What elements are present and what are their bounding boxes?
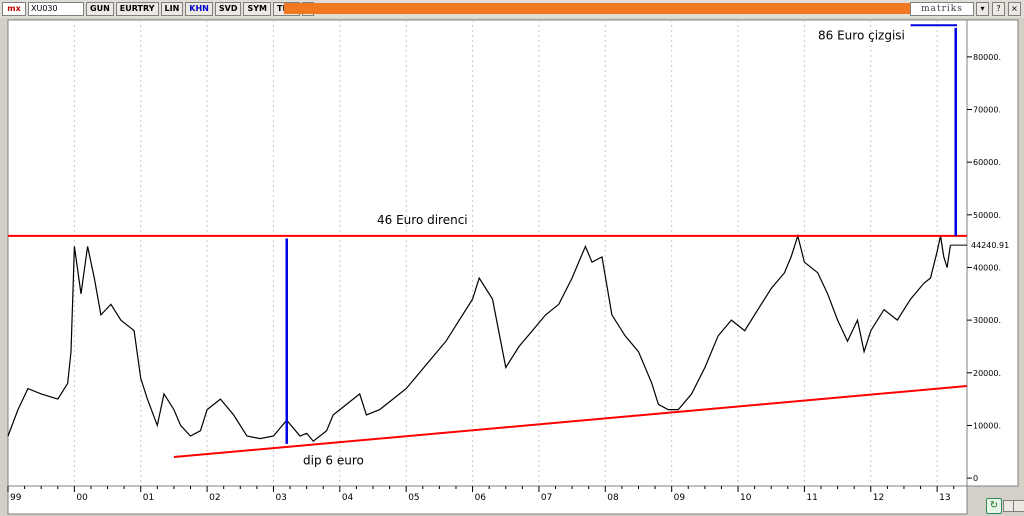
- x-tick-label: 07: [541, 493, 552, 503]
- y-tick-label: 70000.: [973, 106, 1001, 115]
- y-tick-label: 0: [973, 474, 978, 483]
- scroll-box-right[interactable]: [1013, 500, 1024, 512]
- x-tick-label: 05: [408, 493, 419, 503]
- x-tick-label: 06: [475, 493, 487, 503]
- support-trendline: [173, 384, 968, 459]
- help-icon[interactable]: ?: [992, 2, 1005, 16]
- y-tick-label: 80000.: [973, 53, 1001, 62]
- y-axis-panel: [966, 19, 1019, 487]
- y-tick-label: 40000.: [973, 263, 1001, 272]
- x-tick-label: 12: [873, 493, 884, 503]
- y-tick-label: 50000.: [973, 211, 1001, 220]
- toolbar-button-khn[interactable]: KHN: [185, 2, 213, 16]
- x-tick-label: 01: [143, 493, 154, 503]
- toolbar-left-group: mx XU030 GUNEURTRYLINKHNSVDSYMTMP ▾: [2, 2, 315, 16]
- y-tick-label: 30000.: [973, 316, 1001, 325]
- toolbar-button-svd[interactable]: SVD: [214, 2, 242, 16]
- toolbar-button-lin[interactable]: LIN: [160, 2, 184, 16]
- x-tick-label: 99: [10, 493, 22, 503]
- x-tick-label: 10: [740, 493, 752, 503]
- y-tick-label: 20000.: [973, 369, 1001, 378]
- y-tick-label: 60000.: [973, 158, 1001, 167]
- last-value-label: 44240.91: [971, 241, 1009, 250]
- plot-area: [7, 19, 968, 487]
- toolbar-button-eurtry[interactable]: EURTRY: [115, 2, 159, 16]
- symbol-input[interactable]: XU030: [28, 2, 84, 16]
- accent-bar: [284, 3, 910, 14]
- support-label: dip 6 euro: [303, 453, 364, 467]
- price-line: [7, 233, 951, 443]
- price-chart[interactable]: 99 00 01 02 03 04 05 06 07 08 09 10 11 12 13 0 10000. 200…: [0, 18, 1024, 516]
- x-tick-label: 09: [674, 493, 686, 503]
- app-logo: mx: [2, 2, 26, 16]
- x-axis-panel: [7, 485, 968, 515]
- toolbar-buttons: GUNEURTRYLINKHNSVDSYMTMP: [86, 2, 301, 16]
- refresh-icon[interactable]: ↻: [986, 498, 1002, 514]
- toolbar-button-gun[interactable]: GUN: [86, 2, 114, 16]
- x-tick-label: 04: [342, 493, 354, 503]
- x-tick-label: 03: [275, 493, 286, 503]
- toolbar-button-sym[interactable]: SYM: [243, 2, 271, 16]
- resistance-label: 46 Euro direnci: [377, 213, 468, 227]
- close-icon[interactable]: ×: [1008, 2, 1021, 16]
- y-tick-label: 10000.: [973, 421, 1001, 430]
- chart-toolbar: mx XU030 GUNEURTRYLINKHNSVDSYMTMP ▾ matr…: [0, 0, 1024, 19]
- x-tick-label: 13: [939, 493, 950, 503]
- target-label: 86 Euro çizgisi: [818, 28, 905, 42]
- x-tick-label: 08: [607, 493, 619, 503]
- x-tick-label: 11: [806, 493, 817, 503]
- x-tick-label: 00: [76, 493, 88, 503]
- x-tick-label: 02: [209, 493, 220, 503]
- menu-dropdown-icon[interactable]: ▾: [976, 2, 989, 16]
- brand-label: matriks: [910, 2, 974, 16]
